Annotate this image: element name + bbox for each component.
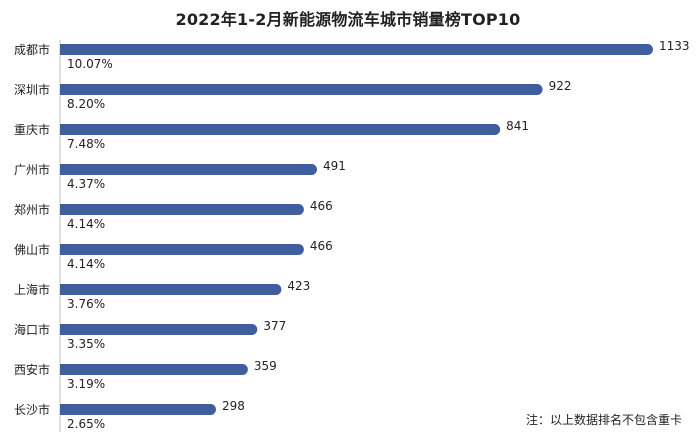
value-label: 359: [254, 359, 277, 373]
category-label: 西安市: [14, 362, 50, 377]
bar-2: [60, 84, 543, 95]
category-label: 重庆市: [14, 122, 50, 137]
category-label: 上海市: [14, 282, 50, 297]
share-label: 10.07%: [67, 57, 113, 71]
bars-layer: 成都市 1133 10.07% 深圳市 922 8.20% 重庆市 841 7.48% 广州市 49…: [14, 39, 690, 431]
value-label: 491: [323, 159, 346, 173]
chart-note: 注：以上数据排名不包含重卡: [525, 413, 682, 427]
share-label: 3.19%: [67, 377, 105, 391]
bar-1: [60, 44, 654, 55]
bar-9: [60, 364, 248, 376]
bar-7: [60, 284, 282, 295]
share-label: 8.20%: [67, 97, 105, 111]
value-label: 466: [310, 239, 333, 253]
category-label: 海口市: [14, 322, 50, 337]
category-label: 郑州市: [14, 202, 50, 217]
share-label: 2.65%: [67, 417, 105, 431]
share-label: 3.76%: [67, 297, 105, 311]
share-label: 7.48%: [67, 137, 105, 151]
share-label: 4.14%: [67, 217, 105, 231]
share-label: 3.35%: [67, 337, 105, 351]
bar-10: [60, 404, 216, 415]
category-label: 佛山市: [14, 242, 50, 257]
category-label: 深圳市: [14, 82, 50, 97]
value-label: 466: [310, 199, 333, 213]
share-label: 4.37%: [67, 177, 105, 191]
value-label: 922: [549, 79, 572, 93]
value-label: 298: [222, 399, 245, 413]
bar-5: [60, 204, 304, 215]
bar-6: [60, 244, 304, 255]
bar-4: [60, 164, 317, 175]
value-label: 1133: [659, 39, 690, 53]
category-label: 成都市: [14, 42, 50, 57]
bar-3: [60, 124, 501, 135]
value-label: 423: [287, 279, 310, 293]
category-label: 广州市: [14, 162, 50, 177]
value-label: 377: [263, 319, 286, 333]
category-label: 长沙市: [14, 402, 50, 417]
bar-8: [60, 324, 258, 335]
share-label: 4.14%: [67, 257, 105, 271]
value-label: 841: [506, 119, 529, 133]
chart-title: 2022年1-2月新能源物流车城市销量榜TOP10: [175, 10, 521, 29]
